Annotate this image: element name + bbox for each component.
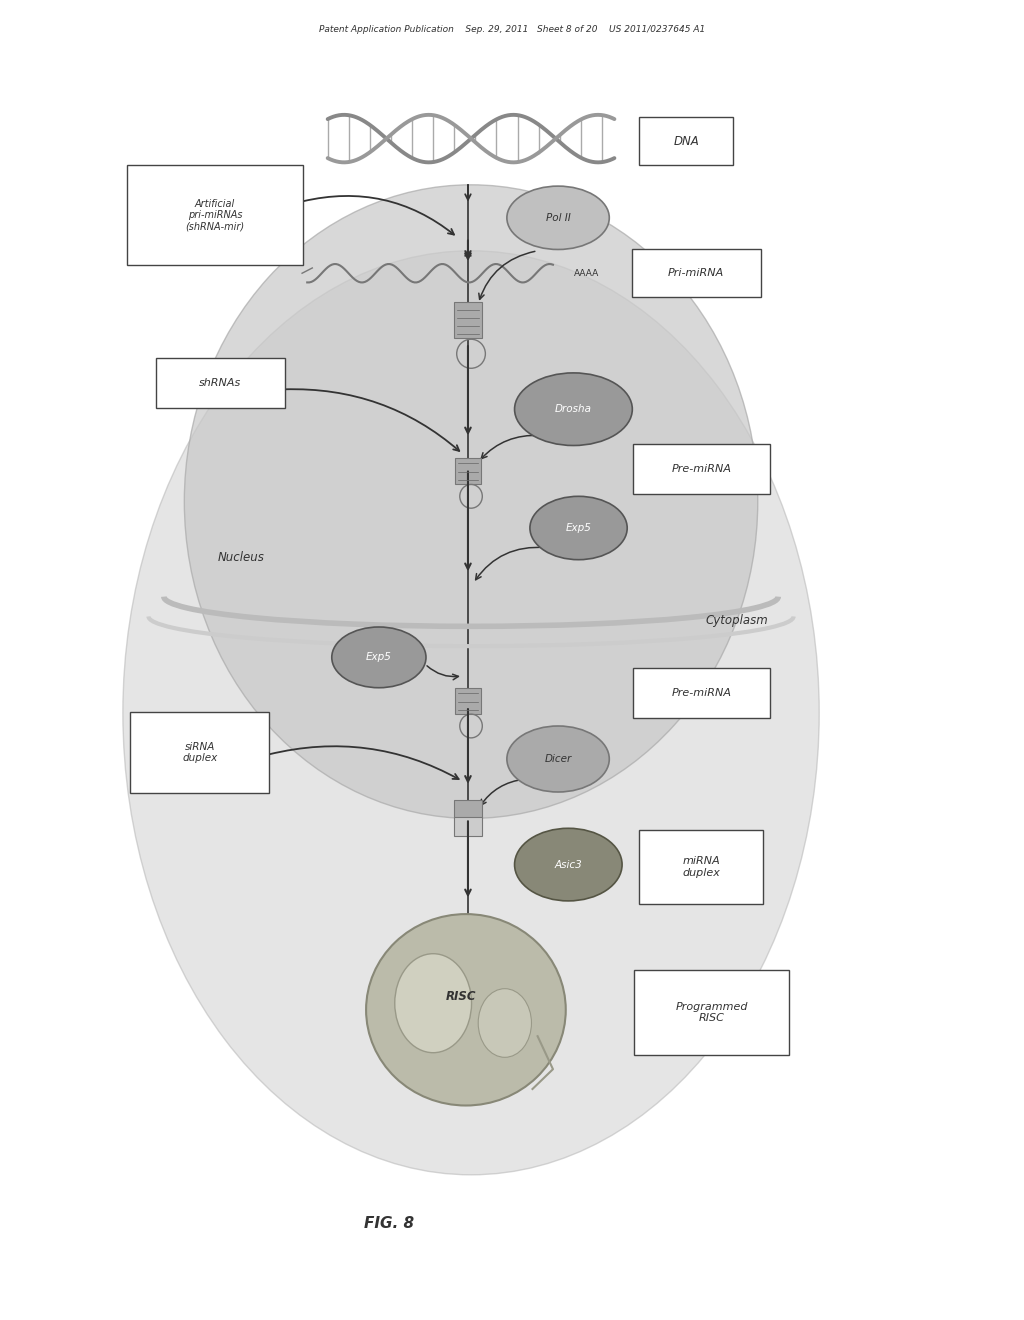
Ellipse shape xyxy=(332,627,426,688)
Text: Pol II: Pol II xyxy=(546,213,570,223)
Text: Programmed
RISC: Programmed RISC xyxy=(676,1002,748,1023)
FancyBboxPatch shape xyxy=(127,165,303,265)
FancyBboxPatch shape xyxy=(455,458,481,484)
Ellipse shape xyxy=(507,186,609,249)
Text: shRNAs: shRNAs xyxy=(199,378,242,388)
FancyBboxPatch shape xyxy=(454,817,482,836)
Text: Nucleus: Nucleus xyxy=(217,550,264,564)
Ellipse shape xyxy=(123,251,819,1175)
Text: Artificial
pri-miRNAs
(shRNA-mir): Artificial pri-miRNAs (shRNA-mir) xyxy=(185,198,245,232)
Text: Exp5: Exp5 xyxy=(366,652,392,663)
FancyBboxPatch shape xyxy=(639,117,733,165)
Ellipse shape xyxy=(530,496,627,560)
Ellipse shape xyxy=(514,374,633,446)
FancyBboxPatch shape xyxy=(156,358,285,408)
Text: miRNA
duplex: miRNA duplex xyxy=(683,857,720,878)
Ellipse shape xyxy=(515,829,623,902)
Ellipse shape xyxy=(367,913,565,1106)
Text: Pri-miRNA: Pri-miRNA xyxy=(669,268,724,279)
Text: Patent Application Publication    Sep. 29, 2011   Sheet 8 of 20    US 2011/02376: Patent Application Publication Sep. 29, … xyxy=(318,25,706,33)
Text: Cytoplasm: Cytoplasm xyxy=(706,614,769,627)
Text: AAAA: AAAA xyxy=(573,269,599,277)
Text: RISC: RISC xyxy=(445,990,476,1003)
FancyBboxPatch shape xyxy=(455,688,481,714)
Text: Drosha: Drosha xyxy=(555,404,592,414)
FancyBboxPatch shape xyxy=(632,249,761,297)
Text: DNA: DNA xyxy=(673,135,699,148)
FancyBboxPatch shape xyxy=(634,970,788,1055)
Text: Pre-miRNA: Pre-miRNA xyxy=(672,463,731,474)
Ellipse shape xyxy=(507,726,609,792)
Text: Pre-miRNA: Pre-miRNA xyxy=(672,688,731,698)
FancyBboxPatch shape xyxy=(633,444,770,494)
Text: Exp5: Exp5 xyxy=(565,523,592,533)
FancyBboxPatch shape xyxy=(639,830,764,904)
FancyBboxPatch shape xyxy=(633,668,770,718)
Ellipse shape xyxy=(395,953,472,1053)
FancyBboxPatch shape xyxy=(454,302,482,338)
FancyBboxPatch shape xyxy=(454,800,482,818)
Text: Dicer: Dicer xyxy=(545,754,571,764)
Text: Asic3: Asic3 xyxy=(554,859,583,870)
Text: siRNA
duplex: siRNA duplex xyxy=(182,742,217,763)
Ellipse shape xyxy=(184,185,758,818)
FancyBboxPatch shape xyxy=(130,713,269,792)
Ellipse shape xyxy=(478,989,531,1057)
Text: FIG. 8: FIG. 8 xyxy=(365,1216,414,1232)
